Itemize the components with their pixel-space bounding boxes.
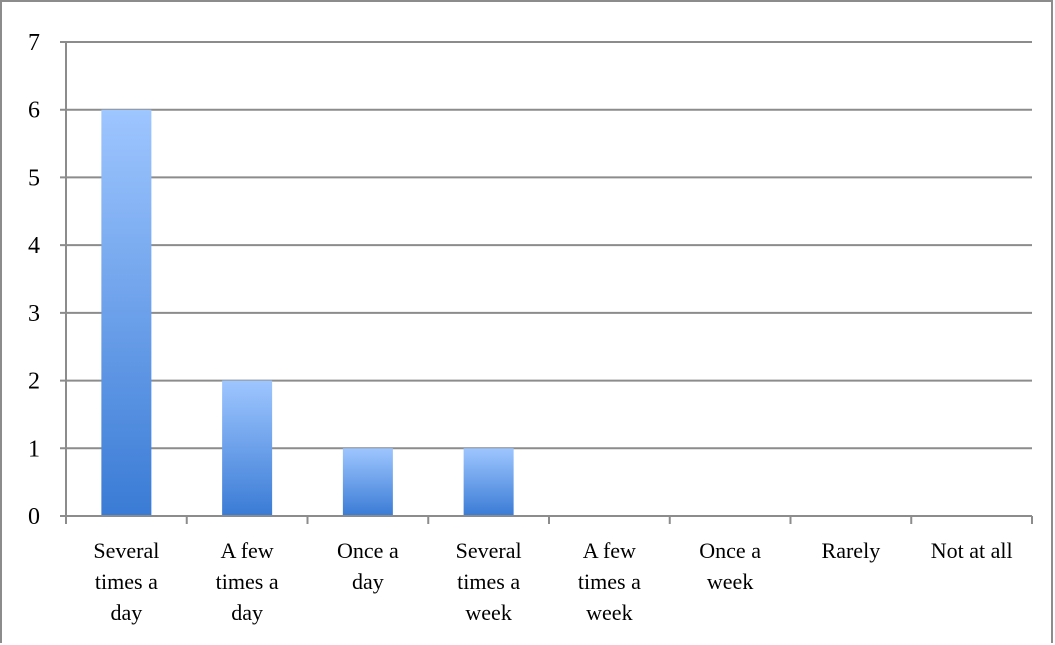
y-tick-label: 7 bbox=[28, 30, 40, 56]
gridlines bbox=[60, 41, 1032, 517]
x-category-label: Once a week bbox=[699, 538, 761, 594]
x-category-label: Not at all bbox=[931, 538, 1013, 563]
x-category-label: Once a day bbox=[337, 538, 399, 594]
x-category-label: A few times a day bbox=[216, 538, 279, 625]
y-tick-labels: 0 1 2 3 4 5 6 7 bbox=[28, 30, 40, 530]
y-tick-label: 2 bbox=[28, 369, 40, 395]
x-category-label: A few times a week bbox=[578, 538, 641, 625]
y-tick-label: 4 bbox=[28, 233, 40, 259]
axes bbox=[65, 42, 1033, 524]
y-tick-label: 3 bbox=[28, 301, 40, 327]
y-tick-label: 5 bbox=[28, 165, 40, 191]
y-tick-label: 0 bbox=[28, 504, 40, 530]
x-category-label: Several times a day bbox=[93, 538, 159, 625]
bar bbox=[463, 448, 514, 516]
bar bbox=[101, 109, 152, 516]
y-tick-label: 6 bbox=[28, 98, 40, 124]
bar bbox=[222, 380, 273, 516]
bars bbox=[101, 109, 514, 516]
x-category-labels: Several times a day A few times a day Once a da… bbox=[93, 538, 1012, 625]
x-category-label: Several times a week bbox=[456, 538, 522, 625]
x-category-label: Rarely bbox=[822, 538, 881, 563]
y-tick-label: 1 bbox=[28, 436, 40, 462]
bar bbox=[342, 448, 393, 516]
